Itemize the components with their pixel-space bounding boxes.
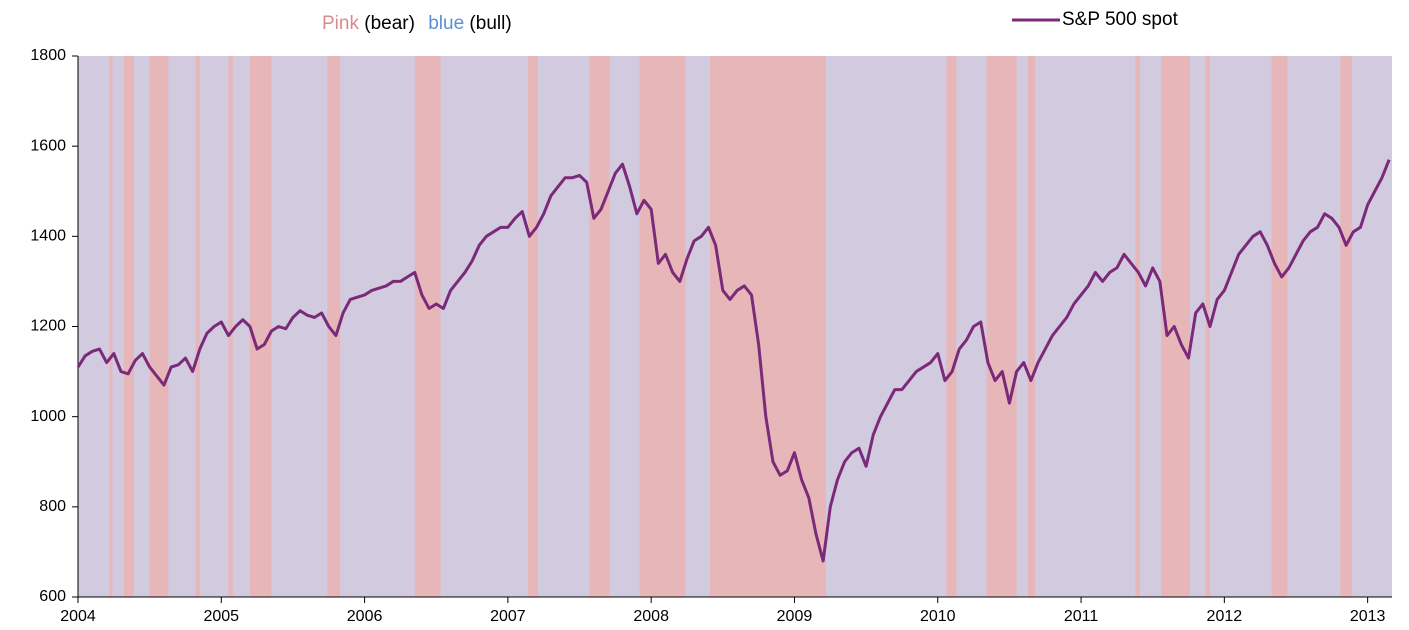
bear-band — [709, 56, 826, 597]
x-tick-label: 2004 — [60, 608, 96, 625]
bear-band — [414, 56, 441, 597]
bear-band — [123, 56, 134, 597]
x-tick-label: 2009 — [777, 608, 813, 625]
bear-band — [1135, 56, 1140, 597]
y-tick-label: 1200 — [30, 318, 66, 335]
bear-band — [589, 56, 610, 597]
bear-band — [1271, 56, 1288, 597]
bear-band — [149, 56, 169, 597]
x-tick-label: 2006 — [347, 608, 383, 625]
x-tick-label: 2010 — [920, 608, 956, 625]
x-tick-label: 2005 — [203, 608, 239, 625]
bear-band — [249, 56, 272, 597]
bear-band — [1028, 56, 1036, 597]
y-tick-label: 1000 — [30, 408, 66, 425]
x-tick-label: 2013 — [1350, 608, 1386, 625]
bull-word: blue — [428, 13, 464, 34]
x-tick-label: 2008 — [633, 608, 669, 625]
bear-band — [986, 56, 1017, 597]
bear-band — [327, 56, 341, 597]
bear-band — [109, 56, 113, 597]
bear-band — [946, 56, 957, 597]
y-tick-label: 800 — [39, 498, 66, 515]
bear-word: Pink — [322, 13, 359, 34]
bull-note: (bull) — [469, 13, 511, 34]
y-tick-label: 1600 — [30, 137, 66, 154]
bear-band — [195, 56, 200, 597]
x-tick-label: 2007 — [490, 608, 526, 625]
bear-band — [1205, 56, 1211, 597]
line-series — [76, 159, 1391, 563]
y-tick-label: 1800 — [30, 47, 66, 64]
bear-band — [527, 56, 538, 597]
x-tick-label: 2012 — [1207, 608, 1243, 625]
bear-band — [639, 56, 686, 597]
bear-band — [228, 56, 233, 597]
bear-band — [1340, 56, 1352, 597]
bear-note: (bear) — [364, 13, 415, 34]
y-tick-label: 600 — [39, 588, 66, 605]
chart-title: Pink (bear) blue (bull) — [322, 13, 512, 34]
y-tick-label: 1400 — [30, 228, 66, 245]
x-tick-label: 2011 — [1064, 608, 1099, 625]
legend-label: S&P 500 spot — [1062, 9, 1179, 30]
